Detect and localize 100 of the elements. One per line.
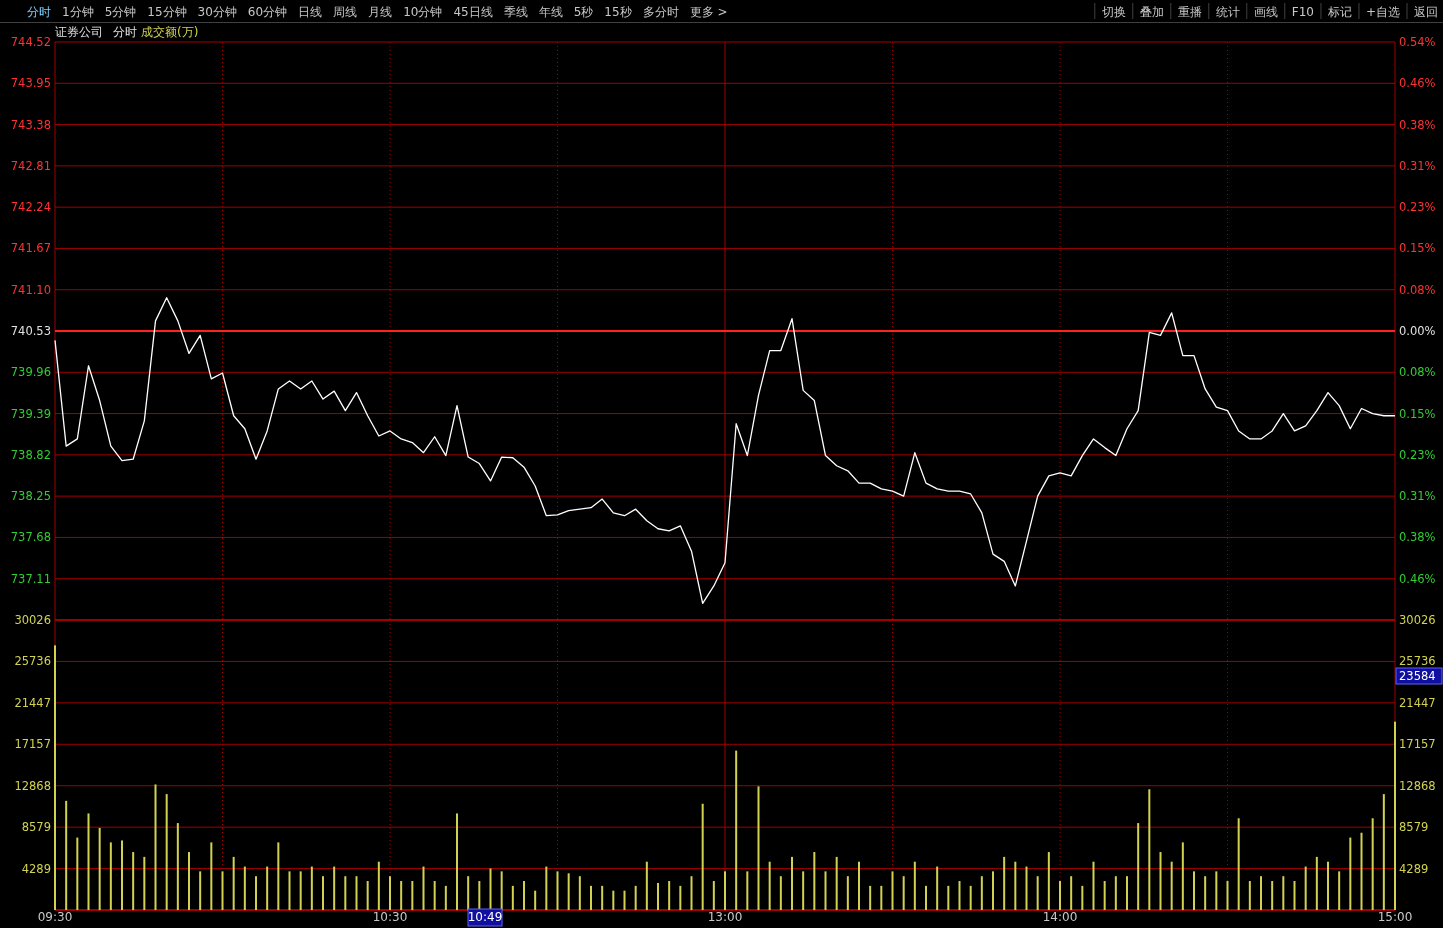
bar — [109, 842, 112, 910]
x-tick-label: 14:00 — [1042, 910, 1078, 924]
y2-tick-label: 12868 — [1399, 778, 1436, 793]
y2-tick-label: 0.46% — [1399, 76, 1436, 91]
bar — [612, 890, 615, 910]
bar — [556, 871, 559, 910]
text: 成交额(万) — [141, 25, 199, 39]
bar — [1003, 856, 1006, 910]
text: 30分钟 — [197, 5, 237, 19]
y-tick-label: 743.95 — [10, 76, 51, 91]
bar — [925, 885, 927, 910]
bar — [389, 876, 391, 910]
bar — [232, 856, 235, 910]
bar — [679, 885, 682, 910]
bar — [98, 827, 101, 910]
bar — [1059, 881, 1061, 910]
bar — [869, 885, 872, 910]
bar — [1014, 861, 1017, 910]
bar — [634, 885, 637, 910]
bar — [1092, 861, 1095, 910]
y2-tick-label: 0.46% — [1399, 571, 1436, 586]
text: 45日线 — [453, 5, 493, 19]
bar — [1193, 871, 1195, 910]
bar — [590, 885, 592, 910]
bar — [1260, 876, 1262, 910]
bar — [1025, 866, 1028, 910]
bar — [1382, 794, 1385, 910]
bar — [1137, 823, 1140, 910]
bar — [1248, 881, 1251, 910]
bar — [344, 876, 347, 910]
y-tick-label: 17157 — [14, 737, 51, 752]
y2-tick-label: 0.15% — [1399, 241, 1436, 256]
bar — [1103, 881, 1106, 910]
bar — [1338, 871, 1341, 910]
y2-tick-label: 0.15% — [1399, 406, 1436, 421]
text: 1分钟 — [62, 5, 94, 19]
text: 重播 — [1177, 5, 1202, 19]
y-tick-label: 742.24 — [10, 200, 51, 215]
bar — [746, 871, 749, 910]
chart-subtitle: 分时 — [113, 25, 137, 39]
bar — [813, 852, 816, 910]
x-tick-label: 10:30 — [372, 910, 408, 924]
y2-tick-label: 0.23% — [1399, 447, 1436, 462]
bar — [701, 803, 704, 910]
bar — [1315, 856, 1318, 910]
bar — [913, 861, 916, 910]
bar — [969, 885, 972, 910]
text: 返回 — [1414, 5, 1438, 19]
bar — [221, 871, 224, 910]
bar — [1271, 881, 1274, 910]
text: 年线 — [538, 5, 563, 19]
text: 15秒 — [604, 5, 632, 19]
bar — [858, 861, 860, 910]
bar — [277, 842, 280, 910]
y2-tick-label: 21447 — [1399, 695, 1436, 710]
text: 5分钟 — [104, 5, 137, 19]
bar — [188, 852, 190, 910]
bar — [121, 840, 123, 910]
bar — [768, 861, 771, 910]
bar — [1148, 789, 1151, 910]
text: F10 — [1291, 5, 1314, 19]
bar — [1204, 876, 1207, 910]
bar — [668, 881, 671, 910]
y-tick-label: 737.11 — [10, 571, 51, 586]
annotation: 10:49 — [467, 910, 503, 924]
bar — [601, 885, 604, 910]
bar — [165, 794, 168, 910]
bar — [791, 856, 793, 910]
y2-tick-label: 0.23% — [1399, 200, 1436, 215]
bar — [489, 868, 492, 910]
text: 季线 — [503, 5, 528, 19]
text: 统计 — [1215, 5, 1240, 19]
bar — [1237, 818, 1240, 910]
y2-tick-label: 0.31% — [1399, 158, 1436, 173]
bar — [534, 890, 537, 910]
bar — [255, 876, 257, 910]
bar — [299, 871, 302, 910]
y-tick-label: 744.52 — [10, 35, 51, 49]
bar — [891, 871, 894, 910]
bar — [87, 813, 90, 910]
y2-tick-label: 0.31% — [1399, 489, 1436, 504]
text: 5秒 — [573, 5, 594, 19]
bar — [947, 885, 950, 910]
bar — [478, 881, 481, 910]
y2-tick-label: 0.00% — [1399, 324, 1436, 338]
bar — [724, 871, 726, 910]
bar — [322, 876, 324, 910]
bar — [992, 871, 994, 910]
text: 日线 — [298, 5, 323, 19]
bar — [802, 871, 805, 910]
bar — [1159, 852, 1162, 910]
bar — [176, 823, 179, 910]
bar — [65, 800, 68, 910]
y-tick-label: 12868 — [14, 778, 51, 793]
bar — [1304, 866, 1307, 910]
bar — [1170, 861, 1173, 910]
bar — [288, 871, 291, 910]
bar — [310, 866, 313, 910]
y2-tick-label: 0.54% — [1399, 35, 1436, 49]
bar — [567, 873, 570, 910]
